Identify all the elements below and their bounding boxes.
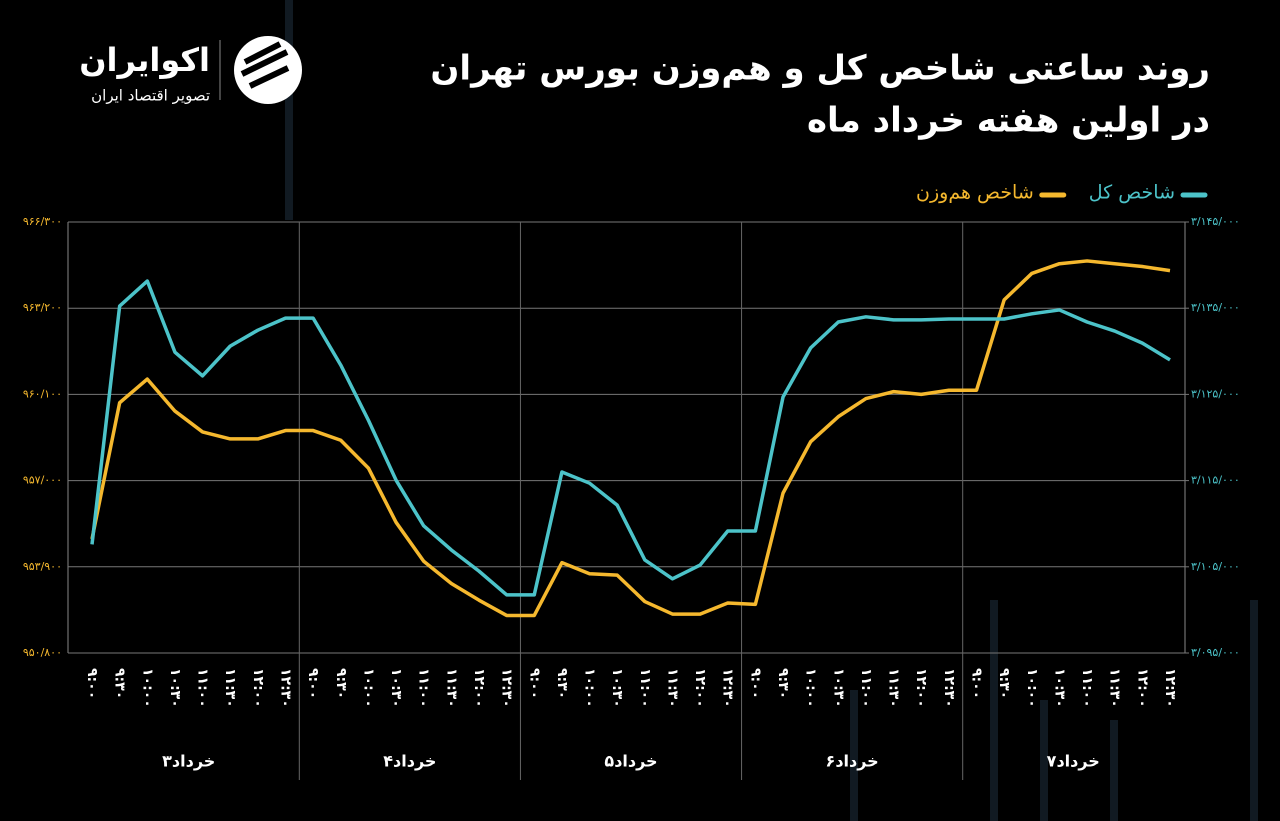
group-label: ۶خرداد: [826, 752, 879, 771]
x-tick-label: ۱۰:۰۰: [582, 668, 598, 708]
x-tick-label: ۱۰:۰۰: [139, 668, 155, 708]
x-tick-label: ۱۱:۳۰: [1107, 668, 1123, 708]
x-tick-label: ۱۱:۰۰: [1079, 668, 1095, 708]
x-tick-label: ۹:۳۰: [775, 668, 791, 699]
y-tick-label: ۹۵۳/۹۰۰: [23, 560, 62, 573]
brand-name: اکوایران: [79, 41, 210, 79]
x-tick-label: ۱۰:۳۰: [609, 668, 625, 708]
x-tick-label: ۹:۳۰: [996, 668, 1012, 699]
x-tick-label: ۱۱:۰۰: [195, 668, 211, 708]
y2-tick-label: ۳/۱۴۵/۰۰۰: [1191, 215, 1240, 228]
x-tick-label: ۱۱:۳۰: [886, 668, 902, 708]
y-tick-label: ۹۵۰/۸۰۰: [23, 646, 62, 659]
y2-tick-label: ۳/۰۹۵/۰۰۰: [1191, 646, 1240, 659]
x-tick-label: ۱۱:۰۰: [416, 668, 432, 708]
y2-tick-label: ۳/۱۳۵/۰۰۰: [1191, 301, 1240, 314]
x-tick-label: ۱۱:۰۰: [858, 668, 874, 708]
x-tick-label: ۱۱:۳۰: [443, 668, 459, 708]
x-tick-label: ۱۲:۳۰: [720, 668, 736, 708]
x-tick-label: ۹:۳۰: [112, 668, 128, 699]
x-tick-label: ۱۲:۰۰: [692, 668, 708, 708]
y2-tick-label: ۳/۱۲۵/۰۰۰: [1191, 387, 1240, 400]
x-tick-label: ۱۱:۰۰: [637, 668, 653, 708]
x-tick-label: ۱۰:۳۰: [388, 668, 404, 708]
x-tick-label: ۹:۳۰: [554, 668, 570, 699]
chart-subtitle: در اولین هفته خرداد ماه: [807, 101, 1210, 141]
group-label: ۳خرداد: [162, 752, 215, 771]
x-tick-label: ۹:۰۰: [969, 668, 985, 699]
x-tick-label: ۱۱:۳۰: [222, 668, 238, 708]
x-tick-label: ۹:۰۰: [84, 668, 100, 699]
group-label: ۷خرداد: [1047, 752, 1100, 771]
x-tick-label: ۱۰:۳۰: [167, 668, 183, 708]
x-tick-label: ۱۲:۰۰: [913, 668, 929, 708]
series-line: [90, 259, 1171, 618]
y2-tick-label: ۳/۱۰۵/۰۰۰: [1191, 560, 1240, 573]
legend-label: شاخص کل: [1089, 182, 1175, 204]
x-tick-label: ۱۰:۳۰: [830, 668, 846, 708]
x-tick-label: ۱۲:۰۰: [250, 668, 266, 708]
y2-tick-label: ۳/۱۱۵/۰۰۰: [1191, 474, 1240, 487]
x-tick-label: ۱۰:۰۰: [803, 668, 819, 708]
x-tick-label: ۱۰:۰۰: [360, 668, 376, 708]
legend-label: شاخص هم‌وزن: [916, 182, 1034, 204]
y-tick-label: ۹۵۷/۰۰۰: [23, 474, 62, 487]
group-label: ۵خرداد: [604, 752, 657, 771]
x-tick-label: ۱۰:۰۰: [1024, 668, 1040, 708]
y-tick-label: ۹۶۳/۲۰۰: [23, 301, 62, 314]
y-tick-label: ۹۶۶/۳۰۰: [23, 215, 62, 228]
decor: [285, 0, 1258, 821]
group-label: ۴خرداد: [383, 752, 436, 771]
x-tick-label: ۹:۰۰: [305, 668, 321, 699]
x-tick-label: ۱۲:۳۰: [277, 668, 293, 708]
y-tick-label: ۹۶۰/۱۰۰: [23, 387, 62, 400]
series-line: [90, 279, 1171, 597]
x-tick-label: ۹:۰۰: [747, 668, 763, 699]
x-tick-label: ۱۲:۰۰: [1134, 668, 1150, 708]
x-tick-label: ۱۲:۳۰: [941, 668, 957, 708]
x-tick-label: ۱۰:۳۰: [1051, 668, 1067, 708]
chart-title: روند ساعتی شاخص کل و هم‌وزن بورس تهران: [430, 49, 1210, 89]
x-tick-label: ۹:۳۰: [333, 668, 349, 699]
x-tick-label: ۱۲:۰۰: [471, 668, 487, 708]
x-tick-label: ۹:۰۰: [526, 668, 542, 699]
x-tick-label: ۱۲:۳۰: [1162, 668, 1178, 708]
logo: اکوایران تصویر اقتصاد ایران: [79, 36, 302, 105]
x-tick-label: ۱۲:۳۰: [499, 668, 515, 708]
brand-tagline: تصویر اقتصاد ایران: [91, 87, 210, 105]
x-tick-label: ۱۱:۳۰: [664, 668, 680, 708]
